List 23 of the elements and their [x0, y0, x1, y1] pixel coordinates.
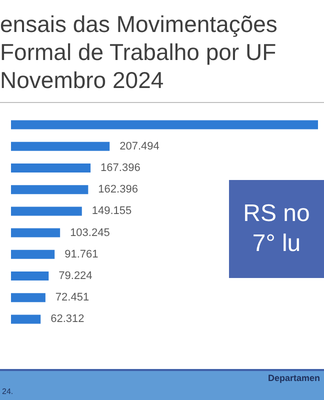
bar [11, 228, 60, 238]
data-label: 72.451 [55, 292, 90, 304]
data-label: 62.312 [50, 313, 84, 326]
data-label: 103.245 [70, 226, 110, 239]
bar [11, 185, 88, 194]
text: 24. [2, 387, 14, 396]
data-label: 91.761 [64, 248, 98, 260]
data-label: 149.155 [92, 205, 132, 218]
bar [11, 293, 46, 302]
bar [11, 250, 55, 259]
text: Departamen [268, 373, 320, 383]
data-label: 207.494 [120, 140, 160, 152]
bar [11, 206, 82, 216]
data-label: 79.224 [58, 270, 92, 282]
bar [11, 272, 49, 280]
bar [11, 120, 318, 130]
chart-title: ensais das Movimentações Formal de Trabalho por UF Novembro 2024 [0, 10, 278, 94]
data-label: 167.396 [100, 162, 140, 174]
data-label: 162.396 [98, 184, 138, 196]
bar [11, 164, 91, 172]
bar [11, 314, 41, 324]
annotation: RS no 7° lu [229, 180, 324, 278]
bar [11, 142, 110, 151]
